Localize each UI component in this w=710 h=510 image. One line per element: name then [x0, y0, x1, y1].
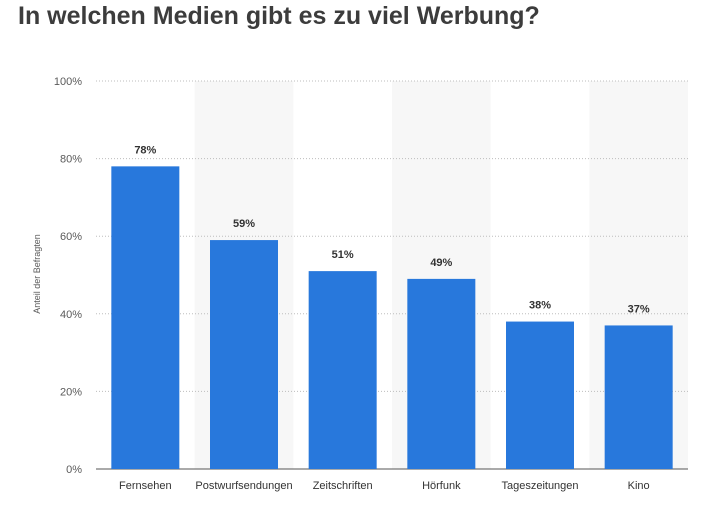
y-tick-label: 0% — [66, 464, 82, 476]
x-tick-label: Kino — [628, 480, 650, 492]
data-label: 49% — [430, 257, 452, 269]
data-labels: 78% 59% 51% 49% 38% 37% — [134, 144, 650, 315]
gridlines — [96, 80, 688, 470]
bar — [506, 321, 574, 469]
y-axis-title: Anteil der Befragten — [32, 234, 42, 314]
bars — [111, 166, 673, 470]
bar — [308, 271, 377, 469]
x-tick-label: Tageszeitungen — [501, 480, 578, 492]
x-tick-label: Fernsehen — [119, 480, 172, 492]
x-tick-label: Zeitschriften — [313, 480, 373, 492]
x-axis-labels: Fernsehen Postwurfsendungen Zeitschriften H… — [119, 480, 650, 492]
y-tick-label: 80% — [60, 154, 82, 166]
x-tick-label: Postwurfsendungen — [195, 480, 292, 492]
bar — [604, 325, 673, 469]
y-tick-label: 100% — [54, 76, 82, 88]
data-label: 37% — [628, 303, 650, 315]
chart-title: In welchen Medien gibt es zu viel Werbun… — [18, 2, 540, 30]
data-label: 51% — [332, 249, 354, 261]
y-tick-label: 40% — [60, 309, 82, 321]
bar — [210, 240, 278, 469]
data-label: 59% — [233, 218, 255, 230]
y-tick-label: 20% — [60, 386, 82, 398]
data-label: 38% — [529, 300, 551, 312]
y-tick-label: 60% — [60, 231, 82, 243]
data-label: 78% — [134, 144, 156, 156]
bar — [111, 166, 180, 470]
bar — [407, 278, 476, 469]
x-tick-label: Hörfunk — [422, 480, 461, 492]
y-axis-ticks: 0% 20% 40% 60% 80% 100% — [54, 76, 82, 476]
